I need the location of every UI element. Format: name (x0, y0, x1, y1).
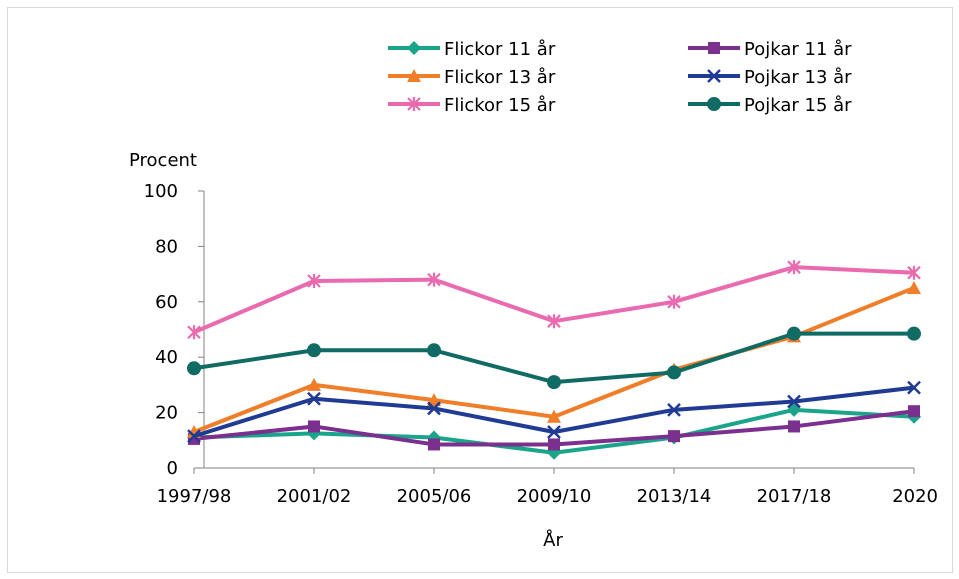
data-point (787, 394, 801, 409)
y-tick-label: 80 (155, 236, 178, 257)
data-point (907, 326, 921, 341)
data-point (307, 391, 321, 406)
data-point (907, 265, 921, 280)
data-point (187, 429, 201, 444)
y-axis-title: Procent (129, 150, 197, 171)
data-point (548, 438, 560, 451)
series-pojkar-15-ar (187, 326, 921, 390)
legend-label: Pojkar 13 år (744, 67, 852, 88)
x-axis-title: År (543, 529, 563, 551)
line-chart: Flickor 11 år Flickor 13 år Flickor 15 år P… (129, 39, 938, 551)
legend-item: Flickor 11 år (388, 39, 556, 60)
data-point (907, 380, 921, 395)
legend-label: Flickor 11 år (444, 39, 556, 60)
legend-item: Pojkar 15 år (688, 95, 852, 116)
y-tick-label: 60 (155, 292, 178, 313)
x-tick-label: 2020 (892, 486, 938, 507)
data-point (667, 294, 681, 309)
legend-marker (708, 42, 720, 54)
legend-label: Pojkar 11 år (744, 39, 852, 60)
x-tick-label: 2001/02 (277, 486, 352, 507)
data-point (308, 420, 320, 433)
data-point (788, 420, 800, 433)
x-tick-label: 2009/10 (517, 486, 592, 507)
data-point (547, 425, 561, 439)
data-point (428, 438, 440, 451)
legend-marker (407, 41, 421, 55)
legend-label: Pojkar 15 år (744, 95, 852, 116)
data-point (307, 343, 321, 358)
data-point (907, 280, 921, 294)
data-point (908, 405, 920, 418)
data-point (547, 375, 561, 390)
x-tick-label: 2017/18 (757, 486, 832, 507)
data-point (187, 325, 201, 340)
legend-label: Flickor 15 år (444, 95, 556, 116)
legend: Flickor 11 år Flickor 13 år Flickor 15 år P… (388, 39, 852, 116)
legend-label: Flickor 13 år (444, 67, 556, 88)
y-tick-label: 20 (155, 403, 178, 424)
data-point (307, 274, 321, 289)
data-point (667, 365, 681, 380)
data-point (307, 377, 321, 391)
data-point (787, 260, 801, 275)
x-tick-label: 2013/14 (637, 486, 712, 507)
legend-item: Flickor 13 år (388, 67, 556, 88)
legend-item: Pojkar 11 år (688, 39, 852, 60)
y-tick-label: 40 (155, 347, 178, 368)
y-tick-label: 100 (144, 181, 178, 202)
legend-item: Flickor 15 år (388, 95, 556, 116)
y-tick-label: 0 (167, 458, 178, 479)
data-point (427, 343, 441, 358)
data-point (547, 409, 561, 423)
x-tick-label: 2005/06 (397, 486, 472, 507)
data-point (787, 326, 801, 341)
data-point (668, 430, 680, 443)
legend-marker (407, 69, 421, 82)
series-pojkar-13-ar (187, 380, 921, 444)
series-flickor-13-ar (187, 280, 921, 438)
x-tick-label: 1997/98 (157, 486, 232, 507)
data-point (427, 272, 441, 287)
data-point (427, 393, 441, 407)
data-point (667, 402, 681, 417)
data-point (187, 361, 201, 376)
legend-marker (707, 69, 721, 83)
y-tick-labels: 0 20 40 60 80 100 (144, 181, 178, 479)
series-group (187, 260, 921, 460)
x-tick-labels: 1997/98 2001/02 2005/06 2009/10 2013/14 2017/… (157, 486, 938, 507)
data-point (427, 401, 441, 416)
legend-item: Pojkar 13 år (688, 67, 852, 88)
data-point (547, 314, 561, 329)
series-flickor-15-ar (187, 260, 921, 340)
chart-frame: Flickor 11 år Flickor 13 år Flickor 15 år P… (7, 7, 953, 573)
series-line (193, 331, 914, 385)
legend-marker (407, 97, 421, 111)
legend-marker (707, 97, 721, 111)
